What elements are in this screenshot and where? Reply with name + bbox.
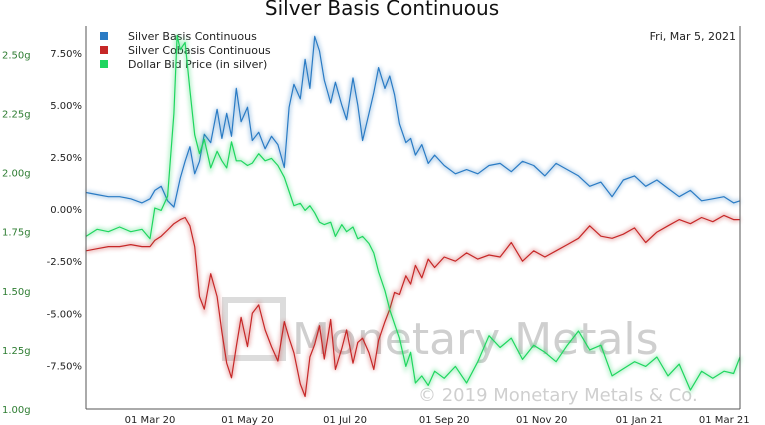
chart-title: Silver Basis Continuous bbox=[265, 0, 499, 20]
y-right-tick-label: -7.50% bbox=[47, 361, 82, 372]
watermark-copyright: © 2019 Monetary Metals & Co. bbox=[418, 385, 698, 406]
y-left-tick-label: 2.50g bbox=[2, 50, 31, 61]
date-label: Fri, Mar 5, 2021 bbox=[650, 30, 736, 43]
y-right-tick-label: 7.50% bbox=[50, 49, 82, 60]
y-right-tick-label: -5.00% bbox=[47, 309, 82, 320]
y-left-tick-label: 1.25g bbox=[2, 346, 31, 357]
x-tick-label: 01 Sep 20 bbox=[419, 415, 470, 425]
legend-label-silver-cobasis: Silver Cobasis Continuous bbox=[128, 44, 271, 57]
y-right-tick-label: 0.00% bbox=[50, 205, 82, 216]
y-left-tick-label: 1.00g bbox=[2, 405, 31, 416]
legend-swatch-dollar-bid bbox=[100, 60, 108, 68]
x-tick-label: 01 Jul 20 bbox=[323, 415, 367, 425]
legend-swatch-silver-cobasis bbox=[100, 46, 108, 54]
legend: Silver Basis Continuous Silver Cobasis C… bbox=[100, 30, 271, 71]
x-tick-label: 01 May 20 bbox=[221, 415, 273, 425]
legend-swatch-silver-basis bbox=[100, 32, 108, 40]
y-left-tick-label: 2.25g bbox=[2, 110, 31, 121]
y-right-tick-label: -2.50% bbox=[47, 257, 82, 268]
series-line-dollar-bid-price bbox=[85, 34, 741, 391]
x-tick-label: 01 Nov 20 bbox=[516, 415, 567, 425]
series-line-silver-cobasis bbox=[85, 214, 740, 398]
y-right-tick-label: 2.50% bbox=[50, 153, 82, 164]
x-tick-label: 01 Mar 20 bbox=[125, 415, 176, 425]
legend-label-dollar-bid: Dollar Bid Price (in silver) bbox=[128, 58, 267, 71]
x-tick-label: 01 Mar 21 bbox=[699, 415, 750, 425]
y-left-tick-label: 1.50g bbox=[2, 287, 31, 298]
legend-label-silver-basis: Silver Basis Continuous bbox=[128, 30, 257, 43]
y-left-tick-label: 1.75g bbox=[2, 228, 31, 239]
y-right-tick-label: 5.00% bbox=[50, 101, 82, 112]
y-left-tick-label: 2.00g bbox=[2, 169, 31, 180]
series-line-silver-basis bbox=[85, 35, 741, 208]
x-tick-label: 01 Jan 21 bbox=[616, 415, 663, 425]
